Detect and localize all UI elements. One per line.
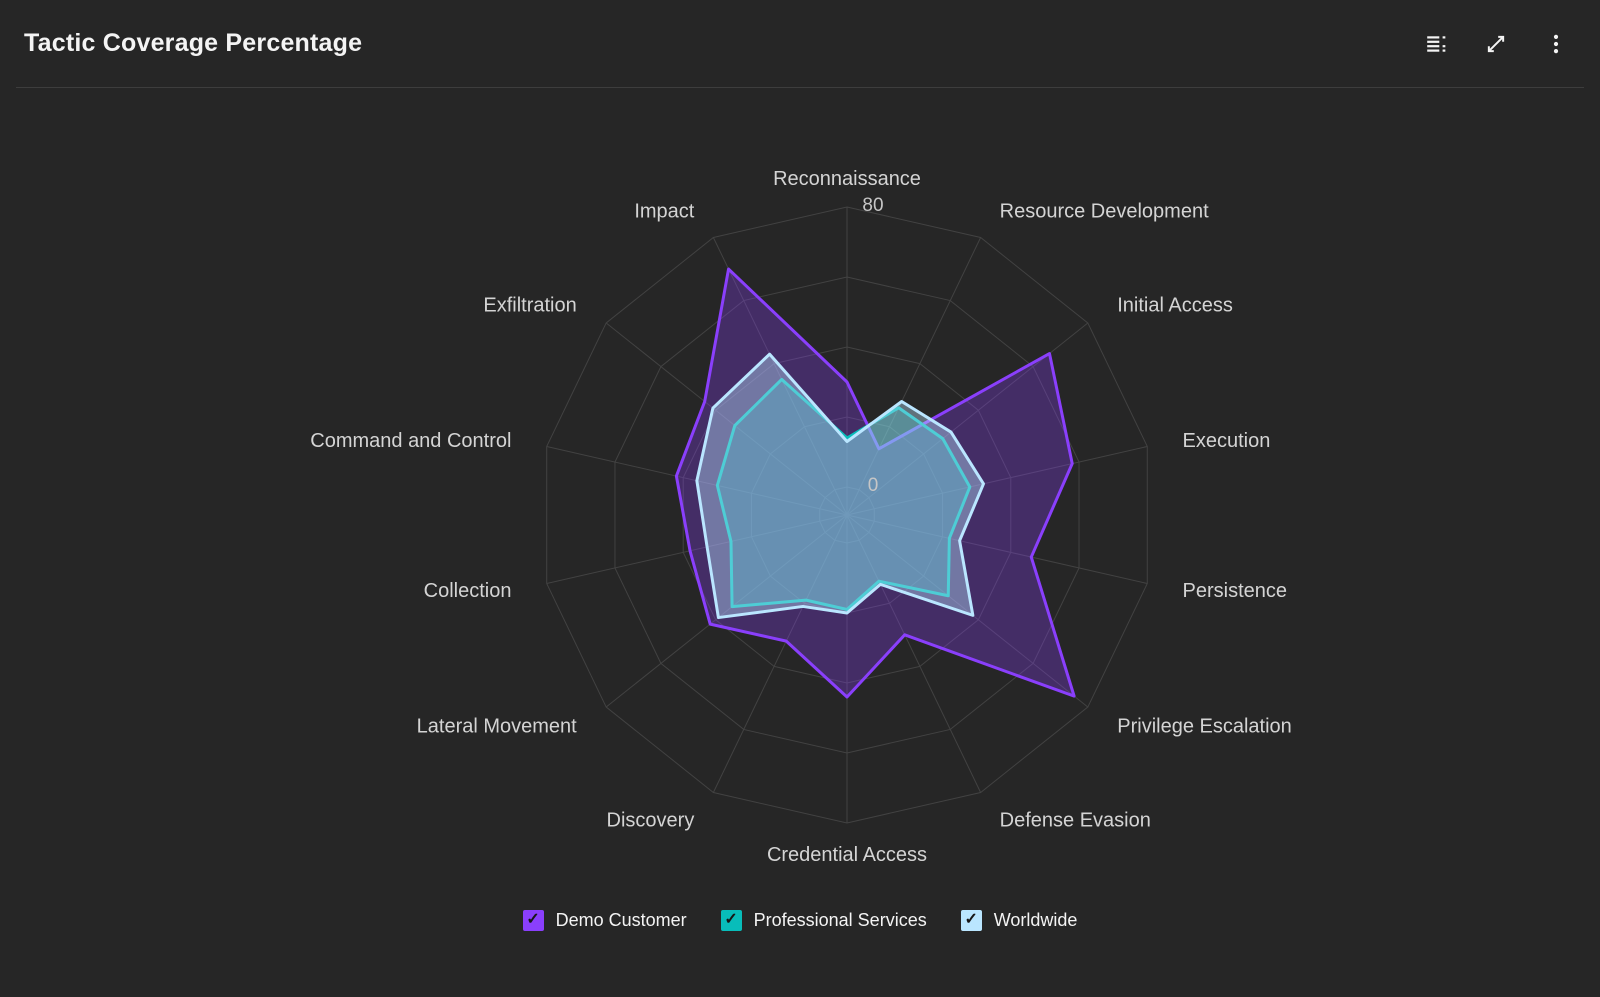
card-title: Tactic Coverage Percentage: [24, 29, 363, 57]
radar-grid-spoke: [846, 514, 1089, 708]
overflow-menu-button[interactable]: [1534, 22, 1578, 66]
legend-item-professional-services[interactable]: ✓ Professional Services: [720, 909, 927, 931]
legend-label: Demo Customer: [555, 909, 687, 930]
axis-label-privilege-escalation: Privilege Escalation: [1117, 716, 1292, 738]
overflow-menu-icon: [1553, 34, 1559, 53]
header-actions: [1414, 22, 1578, 66]
legend-item-worldwide[interactable]: ✓ Worldwide: [960, 909, 1078, 931]
radar-grid-spoke: [605, 322, 848, 516]
axis-label-impact: Impact: [634, 200, 694, 222]
axis-label-persistence: Persistence: [1183, 580, 1288, 602]
radar-grid-spoke: [846, 237, 982, 516]
header-divider: [16, 87, 1584, 88]
axis-label-command-and-control: Command and Control: [310, 430, 511, 452]
axis-label-execution: Execution: [1183, 430, 1271, 452]
axis-label-resource-development: Resource Development: [1000, 200, 1209, 222]
card-header: Tactic Coverage Percentage: [0, 0, 1600, 87]
radar-grid-spoke: [605, 514, 848, 708]
axis-label-collection: Collection: [424, 580, 512, 602]
axis-label-exfiltration: Exfiltration: [483, 294, 576, 316]
legend-checkbox-demo-customer[interactable]: ✓: [522, 909, 544, 931]
radar-grid-spoke: [546, 514, 848, 585]
series-polygon-demo-customer: [674, 267, 1076, 699]
axis-label-reconnaissance: Reconnaissance: [773, 168, 921, 190]
radar-chart-area: 0 80 Reconnaissance Resource Development Ini…: [0, 88, 1600, 900]
series-polygon-professional-services: [715, 377, 972, 611]
legend-label: Professional Services: [753, 909, 927, 930]
checkmark-icon: ✓: [724, 911, 738, 928]
legend-item-demo-customer[interactable]: ✓ Demo Customer: [522, 909, 687, 931]
axis-label-credential-access: Credential Access: [767, 844, 927, 866]
legend-checkbox-professional-services[interactable]: ✓: [720, 909, 742, 931]
axis-label-lateral-movement: Lateral Movement: [417, 716, 578, 738]
radar-chart: 0 80 Reconnaissance Resource Development Ini…: [310, 168, 1292, 866]
chart-legend: ✓ Demo Customer ✓ Professional Services ✓ Wor…: [0, 898, 1600, 942]
radar-grid-spoke: [712, 237, 848, 516]
tick-label-0: 0: [868, 475, 879, 496]
table-of-contents-button[interactable]: [1414, 22, 1458, 66]
axis-label-discovery: Discovery: [607, 810, 695, 832]
axis-label-defense-evasion: Defense Evasion: [1000, 810, 1151, 832]
tick-label-80: 80: [862, 195, 883, 216]
expand-button[interactable]: [1474, 22, 1518, 66]
checkmark-icon: ✓: [964, 911, 978, 928]
checkmark-icon: ✓: [526, 911, 540, 928]
radar-grid-spoke: [846, 445, 1148, 516]
table-of-contents-icon: [1427, 35, 1446, 52]
legend-label: Worldwide: [993, 909, 1078, 930]
radar-grid-spoke: [846, 514, 1148, 585]
radar-grid-spoke: [712, 514, 848, 793]
expand-icon: [1487, 35, 1505, 52]
radar-grid-spoke: [846, 514, 982, 793]
series-polygon-worldwide: [695, 352, 985, 620]
axis-label-initial-access: Initial Access: [1117, 294, 1233, 316]
legend-checkbox-worldwide[interactable]: ✓: [960, 909, 982, 931]
